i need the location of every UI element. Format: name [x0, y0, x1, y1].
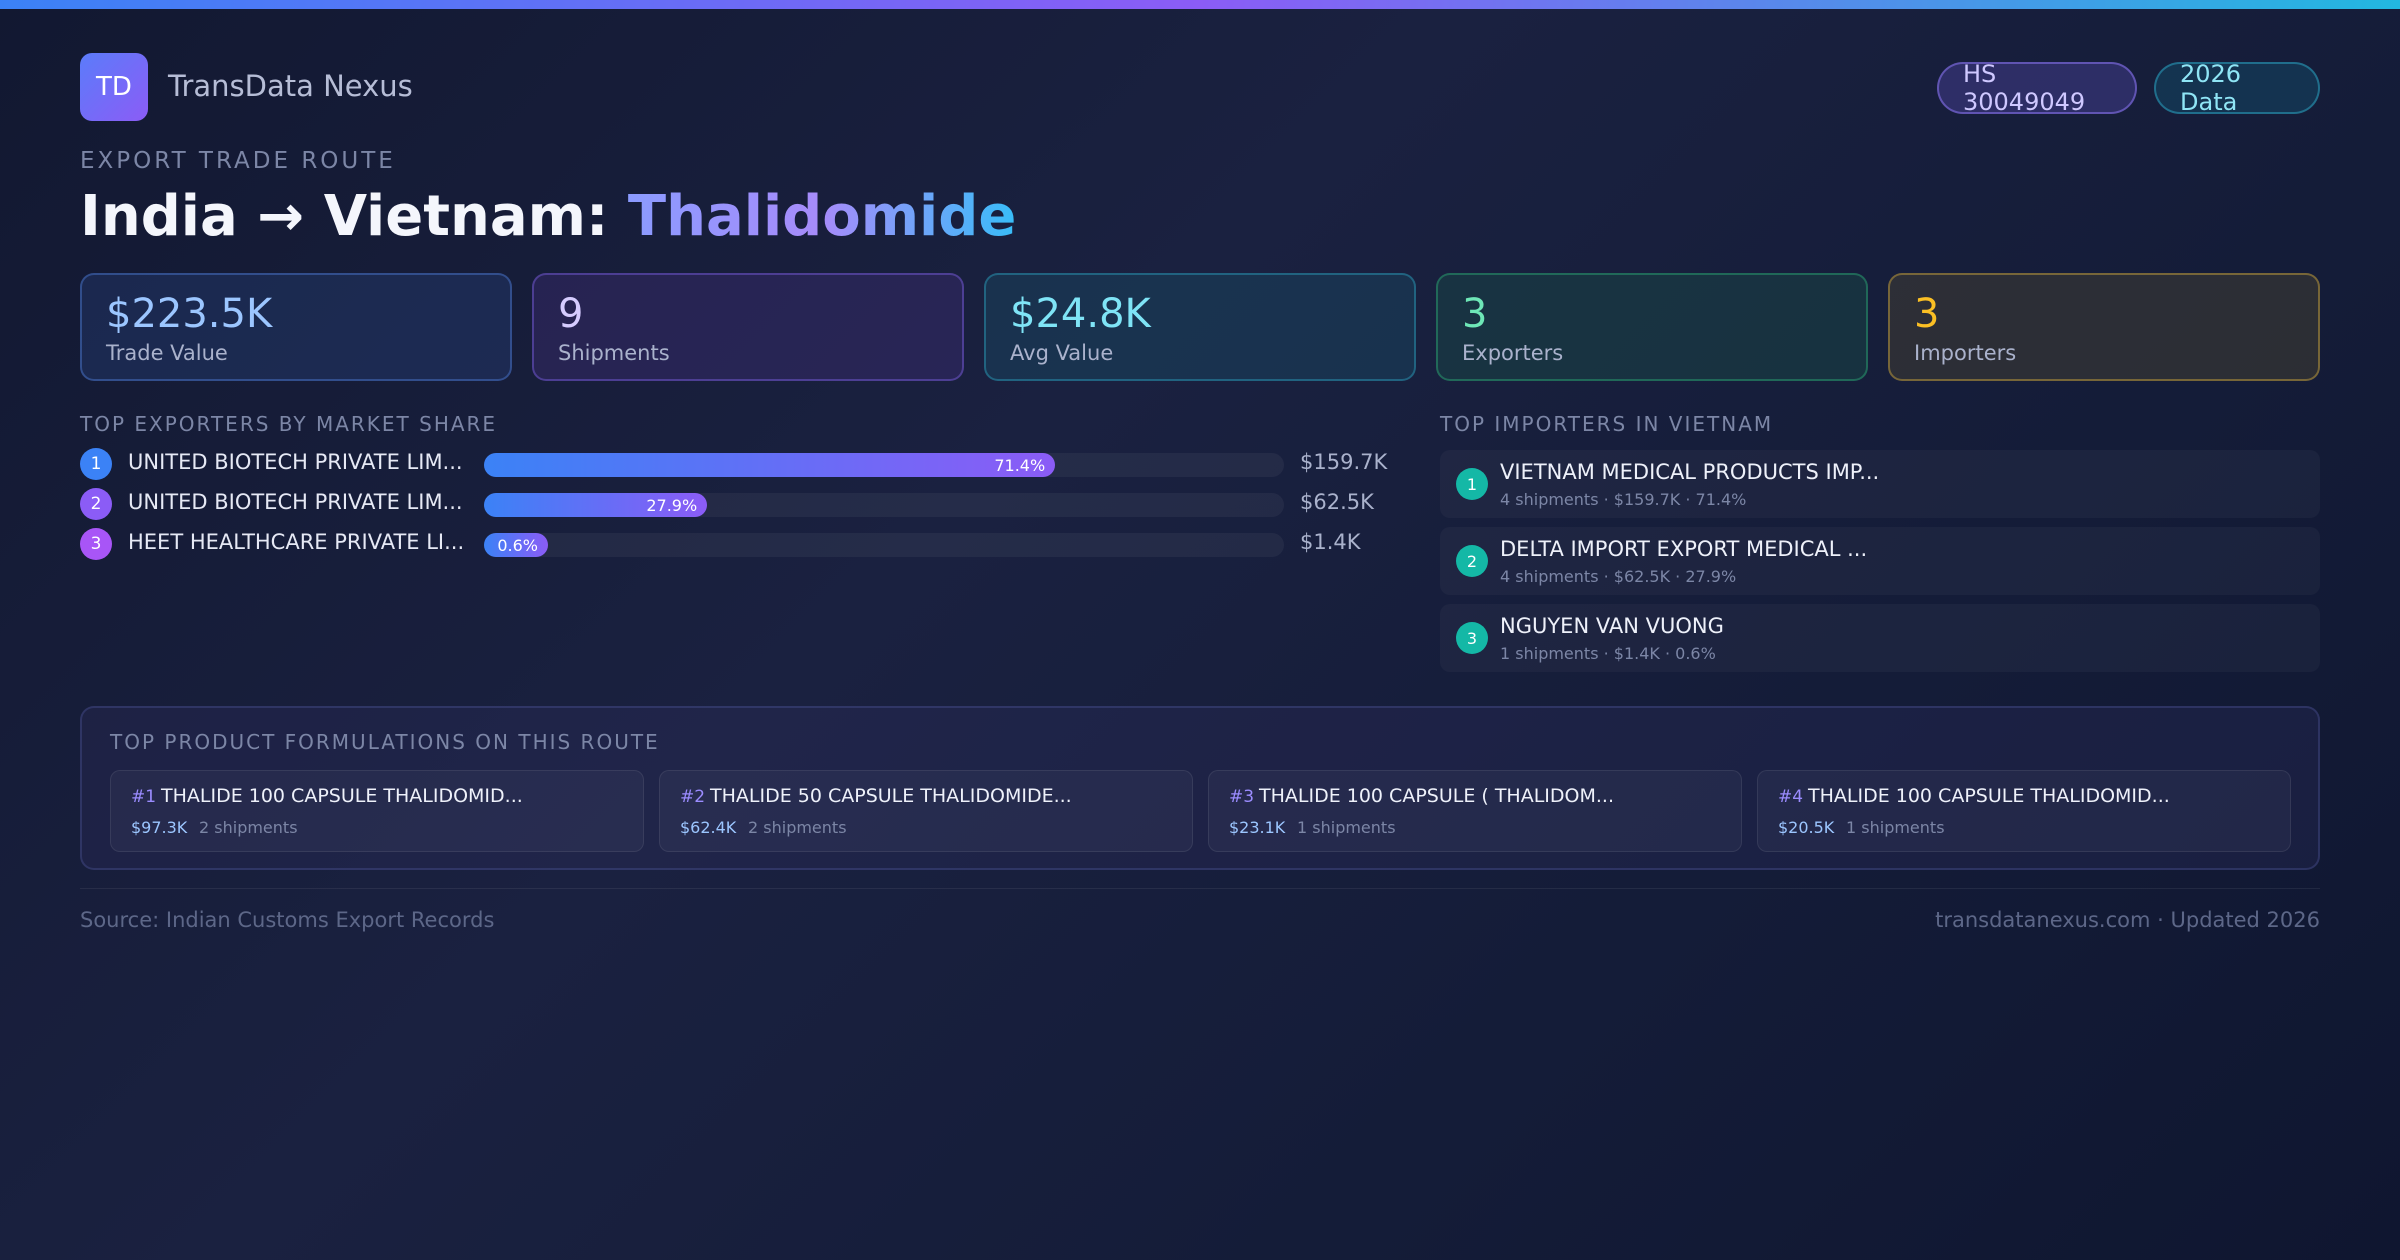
exporter-value: $1.4K: [1300, 530, 1361, 554]
stat-value: 9: [558, 291, 584, 337]
exporter-value: $159.7K: [1300, 450, 1388, 474]
stat-value: 3: [1914, 291, 1940, 337]
share-bar-track: 0.6%: [484, 533, 1284, 557]
importer-card[interactable]: 2 DELTA IMPORT EXPORT MEDICAL ... 4 ship…: [1440, 527, 2320, 595]
brand-name[interactable]: TransData Nexus: [168, 69, 413, 103]
formulation-shipments: 1 shipments: [1846, 818, 1945, 837]
route-eyebrow: EXPORT TRADE ROUTE: [80, 148, 396, 174]
share-bar-track: 27.9%: [484, 493, 1284, 517]
formulation-value: $62.4K: [680, 818, 737, 837]
share-bar-track: 71.4%: [484, 453, 1284, 477]
formulation-rank: #2: [680, 787, 706, 807]
importer-rank-badge: 2: [1456, 545, 1488, 577]
exporter-rank-badge: 2: [80, 488, 112, 520]
importer-card[interactable]: 1 VIETNAM MEDICAL PRODUCTS IMP... 4 ship…: [1440, 450, 2320, 518]
header: TD TransData Nexus HS 30049049 2026 Data: [80, 53, 2320, 121]
exporter-name: UNITED BIOTECH PRIVATE LIM...: [128, 450, 463, 474]
importer-name: NGUYEN VAN VUONG: [1500, 614, 1724, 638]
formulations-heading: TOP PRODUCT FORMULATIONS ON THIS ROUTE: [110, 730, 660, 754]
exporter-name: HEET HEALTHCARE PRIVATE LI...: [128, 530, 465, 554]
importer-detail: 4 shipments · $62.5K · 27.9%: [1500, 567, 1737, 586]
stat-value: $223.5K: [106, 291, 273, 337]
title-product: Thalidomide: [627, 184, 1017, 249]
stat-card-importers: 3 Importers: [1888, 273, 2320, 381]
formulation-name: THALIDE 50 CAPSULE THALIDOMIDE...: [710, 785, 1072, 807]
share-bar-label: 27.9%: [646, 496, 698, 515]
footer-source: Source: Indian Customs Export Records: [80, 908, 495, 932]
importer-name: VIETNAM MEDICAL PRODUCTS IMP...: [1500, 460, 1880, 484]
stat-card-trade-value: $223.5K Trade Value: [80, 273, 512, 381]
accent-top-strip: [0, 0, 2400, 9]
exporter-name: UNITED BIOTECH PRIVATE LIM...: [128, 490, 463, 514]
share-bar-label: 71.4%: [994, 456, 1046, 475]
stat-label: Trade Value: [106, 341, 228, 365]
exporter-value: $62.5K: [1300, 490, 1374, 514]
formulation-value: $23.1K: [1229, 818, 1286, 837]
formulation-rank: #4: [1778, 787, 1804, 807]
exporter-rank-badge: 1: [80, 448, 112, 480]
formulation-rank: #1: [131, 787, 157, 807]
stat-label: Shipments: [558, 341, 670, 365]
exporter-row[interactable]: 2 UNITED BIOTECH PRIVATE LIM... 27.9% $6…: [80, 488, 1400, 520]
stat-card-exporters: 3 Exporters: [1436, 273, 1868, 381]
formulation-shipments: 2 shipments: [199, 818, 298, 837]
formulation-name: THALIDE 100 CAPSULE THALIDOMID...: [161, 785, 523, 807]
importer-rank-badge: 3: [1456, 622, 1488, 654]
exporter-rank-badge: 3: [80, 528, 112, 560]
formulation-card[interactable]: #4 THALIDE 100 CAPSULE THALIDOMID... $20…: [1757, 770, 2291, 852]
exporters-heading: TOP EXPORTERS BY MARKET SHARE: [80, 412, 498, 436]
formulation-rank: #3: [1229, 787, 1255, 807]
formulation-card[interactable]: #1 THALIDE 100 CAPSULE THALIDOMID... $97…: [110, 770, 644, 852]
data-year-badge[interactable]: 2026 Data: [2154, 60, 2320, 116]
formulation-value: $20.5K: [1778, 818, 1835, 837]
formulation-name: THALIDE 100 CAPSULE THALIDOMID...: [1808, 785, 2170, 807]
footer-divider: [80, 888, 2320, 889]
importer-card[interactable]: 3 NGUYEN VAN VUONG 1 shipments · $1.4K ·…: [1440, 604, 2320, 672]
formulation-name: THALIDE 100 CAPSULE ( THALIDOM...: [1259, 785, 1615, 807]
share-bar-fill: 71.4%: [484, 453, 1056, 477]
stat-value: $24.8K: [1010, 291, 1151, 337]
page-title: India → Vietnam: Thalidomide: [80, 184, 1016, 249]
footer-site-link[interactable]: transdatanexus.com · Updated 2026: [1935, 908, 2320, 932]
formulation-value: $97.3K: [131, 818, 188, 837]
formulation-card[interactable]: #2 THALIDE 50 CAPSULE THALIDOMIDE... $62…: [659, 770, 1193, 852]
importer-name: DELTA IMPORT EXPORT MEDICAL ...: [1500, 537, 1868, 561]
stat-label: Exporters: [1462, 341, 1564, 365]
stat-card-shipments: 9 Shipments: [532, 273, 964, 381]
title-route: India → Vietnam:: [80, 184, 628, 249]
share-bar-fill: 0.6%: [484, 533, 548, 557]
formulation-shipments: 2 shipments: [748, 818, 847, 837]
share-bar-fill: 27.9%: [484, 493, 708, 517]
importer-rank-badge: 1: [1456, 468, 1488, 500]
formulations-panel: TOP PRODUCT FORMULATIONS ON THIS ROUTE #…: [80, 706, 2320, 870]
formulation-shipments: 1 shipments: [1297, 818, 1396, 837]
stat-card-avg-value: $24.8K Avg Value: [984, 273, 1416, 381]
stat-label: Importers: [1914, 341, 2017, 365]
exporter-row[interactable]: 1 UNITED BIOTECH PRIVATE LIM... 71.4% $1…: [80, 448, 1400, 480]
brand-logo[interactable]: TD: [80, 53, 148, 121]
exporter-row[interactable]: 3 HEET HEALTHCARE PRIVATE LI... 0.6% $1.…: [80, 528, 1400, 560]
share-bar-label: 0.6%: [497, 536, 538, 555]
stat-label: Avg Value: [1010, 341, 1114, 365]
importers-heading: TOP IMPORTERS IN VIETNAM: [1440, 412, 1774, 436]
formulation-card[interactable]: #3 THALIDE 100 CAPSULE ( THALIDOM... $23…: [1208, 770, 1742, 852]
stat-value: 3: [1462, 291, 1488, 337]
importer-detail: 4 shipments · $159.7K · 71.4%: [1500, 490, 1747, 509]
trade-route-page: TD TransData Nexus HS 30049049 2026 Data…: [80, 0, 2320, 1260]
importer-detail: 1 shipments · $1.4K · 0.6%: [1500, 644, 1716, 663]
hs-code-badge[interactable]: HS 30049049: [1937, 60, 2137, 116]
